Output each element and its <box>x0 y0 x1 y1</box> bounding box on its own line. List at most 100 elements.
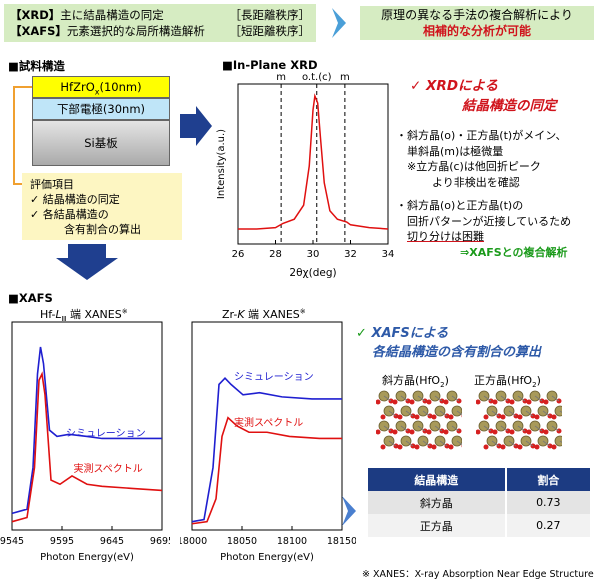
check-icon: ✓ <box>356 326 367 341</box>
oxygen-atom <box>483 444 489 450</box>
plot-frame <box>191 321 343 531</box>
oxygen-atom <box>443 399 449 405</box>
metal-atom <box>434 435 446 447</box>
measured-line <box>191 416 342 525</box>
oxygen-atom <box>397 444 403 450</box>
bond <box>422 440 431 447</box>
bond <box>456 440 462 446</box>
bullet-2c: 切り分けは困難 <box>407 230 484 243</box>
table-header: 割合 <box>505 468 590 491</box>
bond <box>388 410 397 417</box>
metal-atom <box>412 390 424 402</box>
header-conclusion: 原理の異なる手法の複合解析により 相補的な分析が可能 <box>360 6 594 40</box>
oxygen-atom <box>426 399 432 405</box>
conclusion-line2: 相補的な分析が可能 <box>422 24 531 38</box>
orthorhombic-crystal-image <box>376 390 462 450</box>
bond <box>483 395 492 402</box>
peak-label: m <box>340 72 350 83</box>
x-tick-label: 26 <box>232 249 245 260</box>
xrd-result-title: XRDによる <box>426 78 499 94</box>
table-cell: 0.27 <box>536 519 561 532</box>
oxygen-atom <box>500 444 506 450</box>
metal-atom <box>395 390 407 402</box>
oxygen-atom <box>551 414 557 420</box>
measured-line <box>11 371 163 523</box>
x-tick-label: 18100 <box>277 536 307 547</box>
xrd-tag: 【XRD】 <box>10 8 61 22</box>
x-axis-label: Photon Energy(eV) <box>220 552 314 563</box>
simulation-line <box>191 377 342 523</box>
bracket-connector <box>13 86 32 185</box>
metal-atom <box>529 390 541 402</box>
bond <box>417 395 426 402</box>
y-axis-label: Intensity(a.u.) <box>216 129 227 199</box>
oxygen-atom <box>517 414 523 420</box>
simulation-line <box>11 346 162 515</box>
bond <box>500 395 509 402</box>
simulation-label: シミュレーション <box>234 372 314 383</box>
sample-section-title: ■試料構造 <box>8 59 65 73</box>
plot-frame <box>11 321 163 531</box>
x-tick-label: 9645 <box>100 536 124 547</box>
bond <box>551 395 560 402</box>
oxygen-atom <box>500 414 506 420</box>
metal-atom <box>434 405 446 417</box>
x-tick-label: 9545 <box>0 536 24 547</box>
oxygen-atom <box>461 414 462 418</box>
bullet-1b: 単斜晶(m)は極微量 <box>407 144 504 158</box>
metal-atom <box>495 390 507 402</box>
check-icon: ✓ <box>30 208 40 221</box>
metal-atom <box>512 390 524 402</box>
xrd-range: ［長距離秩序］ <box>229 8 311 22</box>
x-tick-label: 32 <box>344 249 357 260</box>
xrd-section-title: ■In-Plane XRD <box>222 58 318 72</box>
bond <box>542 440 551 447</box>
bond <box>517 395 526 402</box>
table-cell: 斜方晶 <box>368 491 507 514</box>
bond <box>451 425 460 432</box>
arrow-down-icon <box>56 244 118 280</box>
metal-atom <box>554 405 562 417</box>
oxygen-atom <box>483 414 489 420</box>
peak-label: m <box>276 72 286 83</box>
bullet-1: 斜方晶(o)・正方晶(t)がメイン、 <box>407 129 567 142</box>
xafs-range: ［短距離秩序］ <box>229 24 311 38</box>
bond <box>456 410 462 416</box>
oxygen-atom <box>509 399 515 405</box>
x-tick-label: 18000 <box>180 536 207 547</box>
bond <box>508 440 517 447</box>
oxygen-atom <box>409 399 415 405</box>
oxygen-atom <box>492 429 498 435</box>
evaluation-box: 評価項目 ✓ 結晶構造の同定 ✓ 各結晶構造の 含有割合の算出 <box>22 173 182 240</box>
conclusion-line1: 原理の異なる手法の複合解析により <box>381 8 573 22</box>
xafs-result-title2: 各結晶構造の含有割合の算出 <box>372 345 542 360</box>
x-tick-label: 18050 <box>227 536 257 547</box>
measured-label: 実測スペクトル <box>234 416 303 429</box>
eval-title: 評価項目 <box>30 178 74 191</box>
oxygen-atom <box>448 414 454 420</box>
oxygen-atom <box>534 444 540 450</box>
xafs-desc: 元素選択的な局所構造解析 <box>66 24 205 38</box>
x-axis-label: Photon Energy(eV) <box>40 552 134 563</box>
x-tick-label: 30 <box>307 249 320 260</box>
bond <box>388 440 397 447</box>
table-header: 結晶構造 <box>368 468 507 491</box>
bond <box>525 440 534 447</box>
oxygen-atom <box>376 399 381 405</box>
hf-chart-title: Hf-LⅢ 端 XANES※ <box>40 307 128 324</box>
xrd-bullets: ・斜方晶(o)・正方晶(t)がメイン、 単斜晶(m)は極微量 ※立方晶(c)は他… <box>396 128 600 260</box>
xafs-result: ✓ XAFSによる 各結晶構造の含有割合の算出 <box>356 322 596 360</box>
bond <box>517 425 526 432</box>
chevron-right-icon <box>332 8 346 38</box>
arrow-right-icon <box>180 106 212 146</box>
metal-atom <box>378 390 390 402</box>
oxygen-atom <box>414 414 420 420</box>
x-tick-label: 28 <box>269 249 282 260</box>
eval-item-2: 各結晶構造の <box>42 208 109 221</box>
oxygen-atom <box>534 414 540 420</box>
xafs-tag: 【XAFS】 <box>10 24 67 38</box>
zr-chart-title: Zr-K 端 XANES※ <box>222 307 306 321</box>
bond <box>417 425 426 432</box>
oxygen-atom <box>426 429 432 435</box>
bond <box>534 395 543 402</box>
